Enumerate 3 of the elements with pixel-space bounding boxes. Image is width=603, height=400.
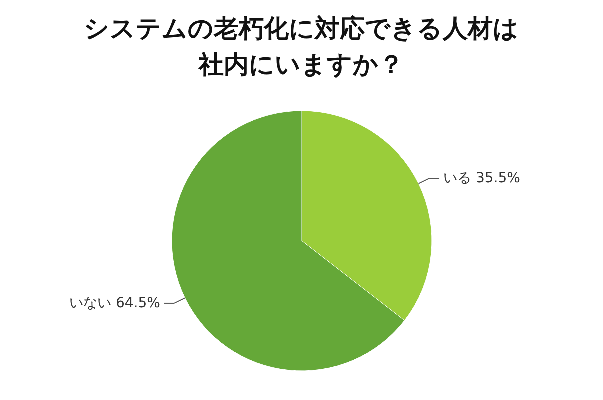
slice-label: いない 64.5% <box>70 295 160 312</box>
chart-title: システムの老朽化に対応できる人材は社内にいますか？ <box>84 14 519 79</box>
slice-label: いる 35.5% <box>444 170 520 187</box>
